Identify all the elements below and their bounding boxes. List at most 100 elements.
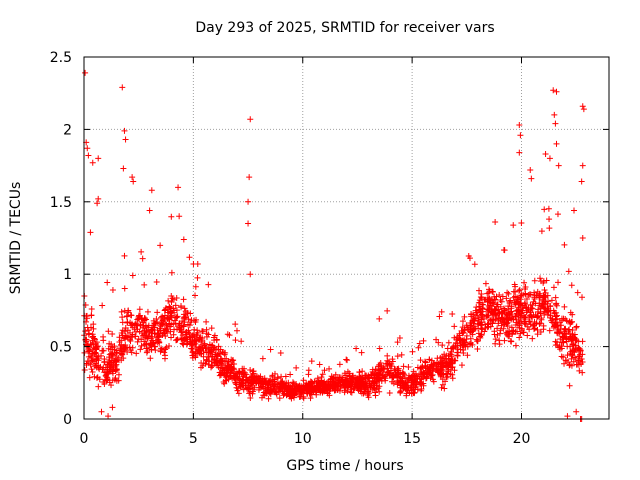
data-point-outlier <box>517 132 524 139</box>
data-point <box>443 352 450 359</box>
data-point <box>117 345 124 352</box>
data-point <box>538 228 545 235</box>
data-point <box>579 338 586 345</box>
data-point <box>233 327 240 334</box>
data-point <box>168 334 175 341</box>
data-point <box>316 361 323 368</box>
data-point <box>527 312 534 319</box>
data-point <box>442 378 449 385</box>
data-point <box>561 241 568 248</box>
data-point <box>108 355 115 362</box>
data-point <box>561 303 568 310</box>
data-point-outlier <box>89 159 96 166</box>
data-point <box>439 368 446 375</box>
data-point <box>128 349 135 356</box>
data-point <box>321 367 328 374</box>
data-point <box>143 341 150 348</box>
data-point-outlier <box>579 103 586 110</box>
data-point <box>341 376 348 383</box>
data-point <box>561 360 568 367</box>
data-point <box>216 372 223 379</box>
data-point <box>334 380 341 387</box>
data-point <box>95 383 102 390</box>
data-point <box>449 311 456 318</box>
data-point <box>361 372 368 379</box>
data-point <box>386 390 393 397</box>
data-point <box>477 334 484 341</box>
data-point-outlier <box>95 155 102 162</box>
data-point <box>115 371 122 378</box>
data-point <box>476 287 483 294</box>
data-point <box>538 278 545 285</box>
data-point <box>156 325 163 332</box>
data-point <box>287 371 294 378</box>
data-point <box>569 352 576 359</box>
data-point <box>293 364 300 371</box>
data-point <box>201 342 208 349</box>
data-point <box>513 316 520 323</box>
data-point <box>129 272 136 279</box>
data-point-outlier <box>564 413 571 420</box>
data-point <box>138 248 145 255</box>
data-point <box>447 364 454 371</box>
data-point <box>234 387 241 394</box>
data-point <box>100 347 107 354</box>
data-point <box>187 310 194 317</box>
data-point <box>436 313 443 320</box>
data-point <box>434 366 441 373</box>
chart-title: Day 293 of 2025, SRMTID for receiver var… <box>195 20 494 36</box>
data-point <box>570 346 577 353</box>
data-point <box>408 378 415 385</box>
data-point <box>88 341 95 348</box>
data-point <box>109 331 116 338</box>
data-point <box>350 386 357 393</box>
data-point <box>180 296 187 303</box>
data-point <box>538 303 545 310</box>
data-point <box>202 360 209 367</box>
data-point <box>90 333 97 340</box>
data-point <box>389 378 396 385</box>
data-point <box>507 297 514 304</box>
data-point <box>203 318 210 325</box>
data-point <box>560 315 567 322</box>
data-point <box>497 303 504 310</box>
data-point <box>365 388 372 395</box>
data-point <box>157 348 164 355</box>
data-point <box>521 300 528 307</box>
data-point <box>341 389 348 396</box>
data-point <box>161 326 168 333</box>
data-point <box>514 328 521 335</box>
data-point <box>461 339 468 346</box>
data-point <box>479 304 486 311</box>
data-point <box>566 318 573 325</box>
data-point <box>499 318 506 325</box>
data-point <box>105 328 112 335</box>
data-point <box>300 383 307 390</box>
data-point <box>108 341 115 348</box>
data-point <box>454 352 461 359</box>
data-point <box>579 294 586 301</box>
data-point <box>310 387 317 394</box>
data-point <box>166 321 173 328</box>
data-point <box>415 344 422 351</box>
data-point <box>197 345 204 352</box>
data-point <box>560 354 567 361</box>
data-point <box>125 307 132 314</box>
data-point-outlier <box>579 162 586 169</box>
data-point <box>180 323 187 330</box>
data-point <box>482 280 489 287</box>
data-point <box>360 380 367 387</box>
data-point <box>108 382 115 389</box>
data-point <box>573 323 580 330</box>
data-point <box>550 284 557 291</box>
data-point <box>159 331 166 338</box>
data-point <box>519 312 526 319</box>
data-point <box>382 361 389 368</box>
data-point <box>494 332 501 339</box>
data-point <box>494 301 501 308</box>
data-point <box>244 385 251 392</box>
data-point <box>564 358 571 365</box>
data-point <box>326 365 333 372</box>
data-point <box>193 351 200 358</box>
data-point <box>124 327 131 334</box>
